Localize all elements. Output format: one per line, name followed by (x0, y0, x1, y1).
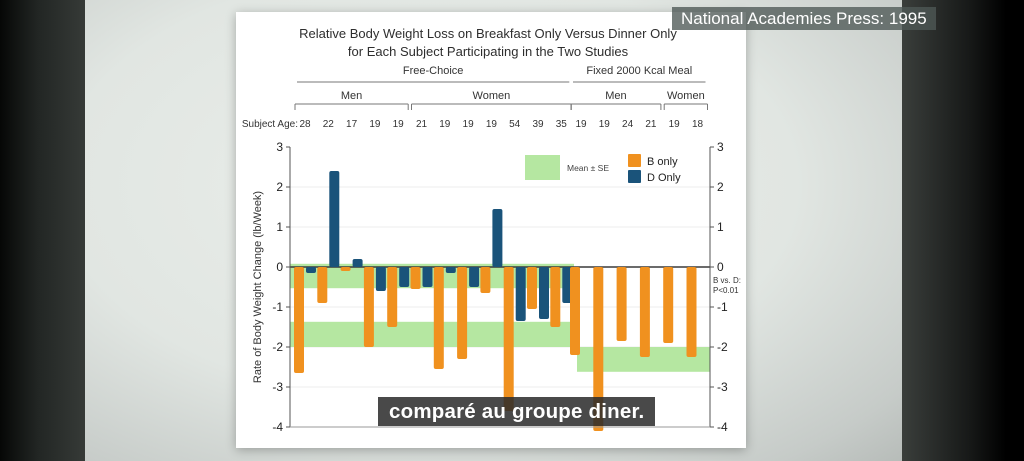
bar-b-only (457, 267, 468, 359)
age-label: 28 (299, 119, 311, 130)
p-value-annotation: P<0.01 (713, 286, 739, 295)
bar-b-only (503, 267, 514, 411)
bar-d-only (329, 171, 340, 267)
subject-age-row-label: Subject Age: (242, 119, 298, 130)
bar-b-only (433, 267, 444, 369)
bar-b-only (570, 267, 580, 355)
bar-b-only (317, 267, 328, 303)
subgroup-label: Women (473, 90, 511, 102)
y-tick-label: 2 (717, 180, 724, 194)
age-label: 19 (669, 119, 681, 130)
y-tick-label: -2 (717, 340, 728, 354)
bar-d-only (445, 267, 456, 273)
age-label: 19 (463, 119, 475, 130)
legend-d-swatch (628, 170, 641, 183)
group-label: Fixed 2000 Kcal Meal (586, 65, 692, 77)
y-tick-label: -4 (272, 420, 283, 434)
bar-d-only (399, 267, 410, 287)
age-label: 21 (645, 119, 657, 130)
subgroup-label: Men (605, 90, 626, 102)
bar-b-only (294, 267, 304, 373)
attribution-badge: National Academies Press: 1995 (672, 7, 936, 30)
age-label: 19 (575, 119, 587, 130)
y-tick-label: -1 (272, 300, 283, 314)
bar-b-only (686, 267, 697, 357)
subgroup-label: Men (341, 90, 362, 102)
bar-d-only (539, 267, 549, 319)
y-tick-label: -3 (272, 380, 283, 394)
y-tick-label: 1 (717, 220, 724, 234)
bar-b-only (593, 267, 604, 431)
y-tick-label: 2 (276, 180, 283, 194)
bar-d-only (492, 209, 503, 267)
letterbox-left (0, 0, 85, 461)
age-label: 22 (323, 119, 335, 130)
y-tick-label: 3 (276, 140, 283, 154)
bar-b-only (616, 267, 627, 341)
age-label: 19 (369, 119, 381, 130)
y-tick-label: 0 (717, 260, 724, 274)
age-label: 18 (692, 119, 704, 130)
bar-d-only (422, 267, 433, 287)
bar-d-only (306, 267, 316, 273)
p-value-annotation: B vs. D: (713, 276, 741, 285)
bar-d-only (352, 259, 363, 267)
bar-b-only (480, 267, 491, 293)
y-tick-label: 3 (717, 140, 724, 154)
bar-b-only (527, 267, 537, 309)
y-tick-label: -1 (717, 300, 728, 314)
bar-b-only (363, 267, 374, 347)
y-tick-label: -4 (717, 420, 728, 434)
legend-d-label: D Only (647, 172, 681, 184)
chart-title: Relative Body Weight Loss on Breakfast O… (299, 26, 677, 41)
bar-b-only (639, 267, 650, 357)
group-label: Free-Choice (403, 65, 464, 77)
legend-band-swatch (525, 155, 560, 180)
chart-card: 28 22 17 19 19 Men 21 19 19 19 54 39 35 Women Free-Cho… (236, 12, 746, 448)
bar-d-only (375, 267, 386, 291)
y-tick-label: 1 (276, 220, 283, 234)
age-label: 35 (556, 119, 568, 130)
legend-b-swatch (628, 154, 641, 167)
bar-b-only (410, 267, 421, 289)
age-label: 19 (393, 119, 405, 130)
bar-b-only (663, 267, 674, 343)
subgroup-label: Women (667, 90, 705, 102)
age-label: 39 (532, 119, 544, 130)
legend-b-label: B only (647, 156, 678, 168)
age-label: 54 (509, 119, 521, 130)
age-label: 19 (439, 119, 451, 130)
age-label: 21 (416, 119, 428, 130)
bar-d-only (469, 267, 480, 287)
age-label: 19 (599, 119, 611, 130)
legend-band-label: Mean ± SE (567, 163, 609, 173)
age-label: 19 (486, 119, 498, 130)
bar-b-only (550, 267, 561, 327)
y-axis-title: Rate of Body Weight Change (lb/Week) (252, 191, 264, 383)
chart-title: for Each Subject Participating in the Tw… (348, 44, 629, 59)
mean-se-band (290, 321, 574, 347)
y-tick-label: -2 (272, 340, 283, 354)
y-tick-label: -3 (717, 380, 728, 394)
bar-b-only (340, 267, 351, 271)
caption-overlay: comparé au groupe diner. (378, 397, 656, 426)
bar-d-only (515, 267, 526, 321)
y-tick-label: 0 (276, 260, 283, 274)
bar-b-only (387, 267, 398, 327)
letterbox-right (902, 0, 1024, 461)
bar-d-only (562, 267, 573, 303)
age-label: 24 (622, 119, 634, 130)
age-label: 17 (346, 119, 358, 130)
